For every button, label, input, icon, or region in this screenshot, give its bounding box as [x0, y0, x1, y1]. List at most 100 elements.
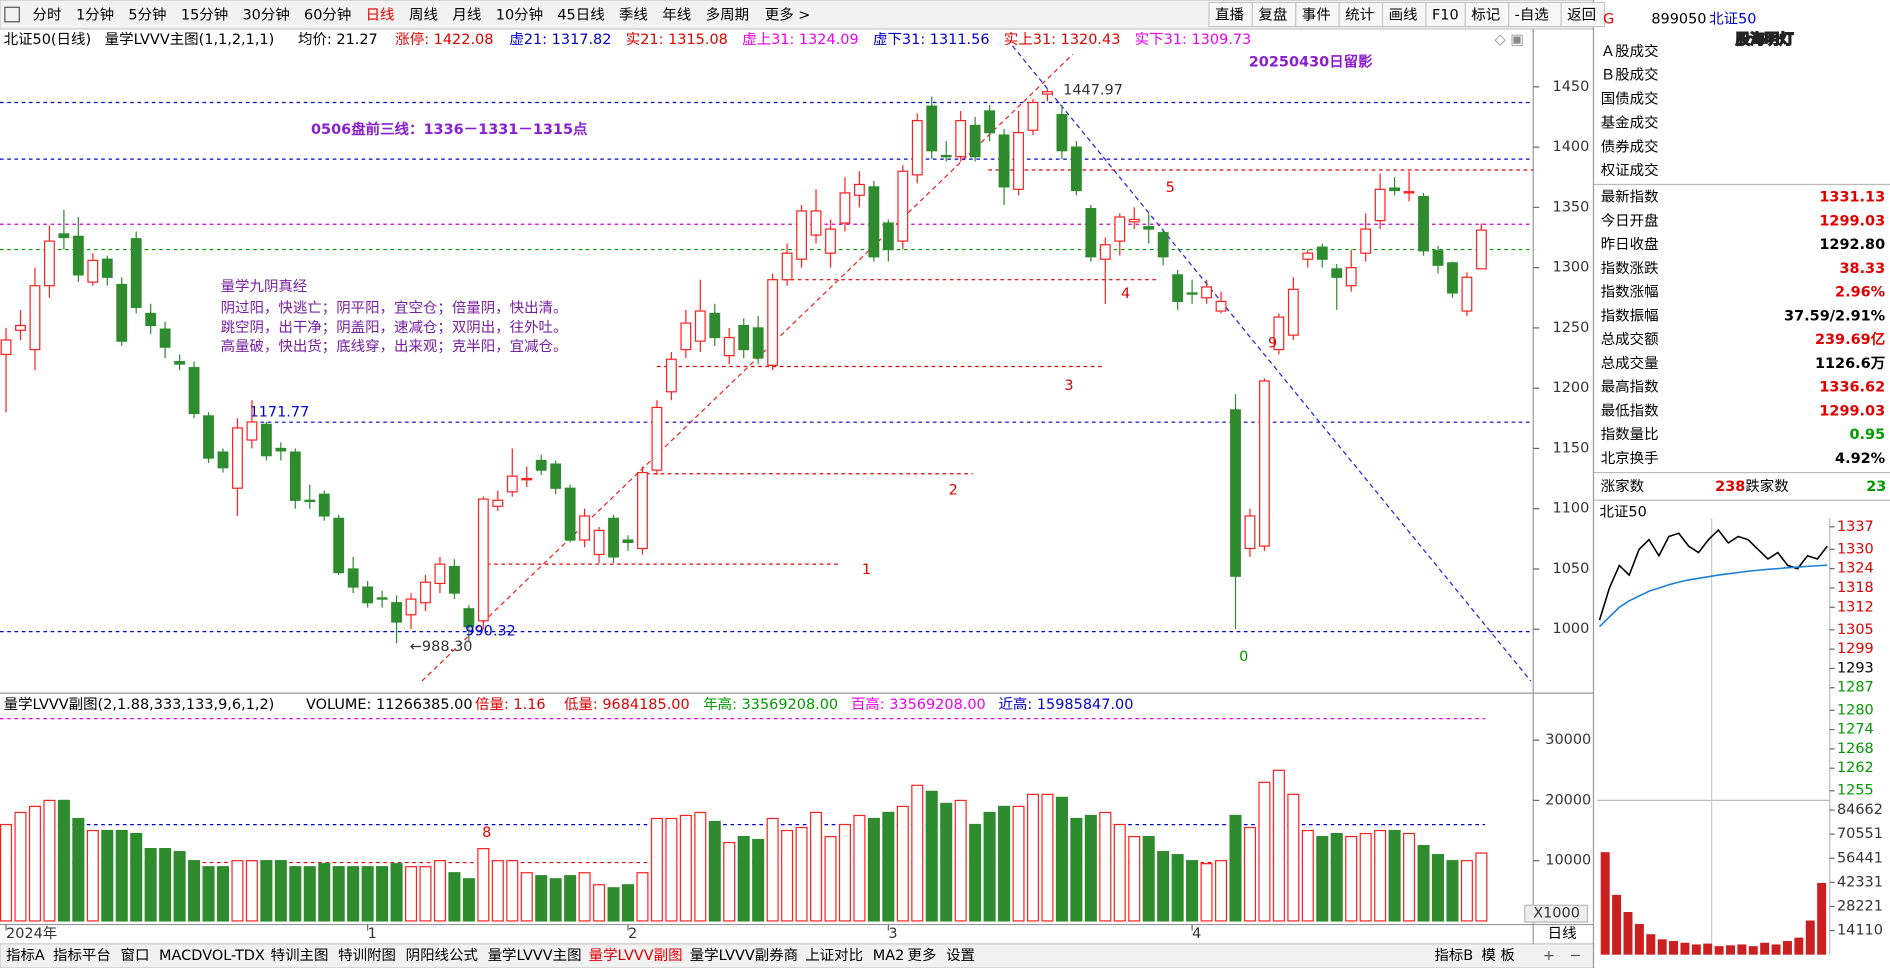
toolbar-button[interactable] [1560, 1, 1606, 28]
toolbar-item[interactable]: 5分钟 [128, 7, 166, 24]
tab[interactable]: VOL-TDX [202, 948, 265, 964]
volume-bar [1460, 860, 1473, 922]
quote-value: 239.69亿 [1815, 330, 1885, 348]
toolbar-button-label[interactable]: 直播 [1215, 7, 1244, 24]
toolbar-button[interactable] [1251, 1, 1297, 28]
toolbar-button[interactable] [1425, 1, 1466, 28]
toolbar-button-label[interactable]: F10 [1432, 8, 1459, 24]
toolbar-item[interactable]: 45日线 [557, 7, 604, 24]
toolbar-item[interactable]: 30分钟 [242, 7, 289, 24]
tab[interactable]: MA2 [873, 948, 905, 964]
candle-body [1143, 226, 1155, 230]
candle-body [101, 258, 113, 278]
intraday-volume-bar [1600, 852, 1610, 955]
intraday-volume-bar [1669, 941, 1679, 955]
quote-menu-item[interactable]: 国债成交 [1601, 90, 1659, 108]
toolbar-icon[interactable] [4, 6, 20, 23]
intraday-volume-bar [1634, 923, 1644, 955]
volume-bar [404, 866, 418, 922]
toolbar-button-label[interactable]: 复盘 [1258, 6, 1287, 24]
volume-bar [853, 814, 866, 922]
toolbar-button[interactable] [1295, 1, 1340, 28]
tab-bar [0, 943, 1595, 968]
candle-body [752, 327, 764, 359]
volume-bar [1055, 796, 1068, 922]
toolbar-button[interactable] [1381, 1, 1427, 28]
quote-menu-item[interactable]: 权证成交 [1601, 161, 1659, 179]
candle-body [709, 312, 721, 339]
toolbar-item[interactable]: 月线 [452, 7, 481, 24]
candle-body [145, 312, 157, 327]
y-tick-label: 1268 [1837, 741, 1874, 757]
quote-menu-item[interactable]: 债券成交 [1601, 137, 1659, 155]
tab[interactable]: 设置 [946, 947, 975, 964]
volume-bar [1128, 835, 1141, 922]
tab[interactable]: 窗口 [120, 946, 149, 964]
toolbar-item[interactable]: 10分钟 [496, 7, 543, 24]
volume-bar [144, 848, 157, 922]
watermark: 股海明灯 [1736, 30, 1794, 48]
y-tick-label: 1050 [1553, 561, 1590, 577]
tab[interactable]: 特训附图 [338, 947, 396, 964]
toolbar-item[interactable]: 年线 [662, 7, 691, 24]
tab[interactable]: 特训主图 [271, 947, 329, 964]
tab[interactable]: MACD [159, 948, 202, 964]
toolbar-item[interactable]: 日线 [366, 7, 395, 24]
candle-body [1042, 91, 1053, 95]
quote-menu-item[interactable]: 基金成交 [1601, 113, 1659, 131]
volume-bar [824, 835, 837, 922]
toolbar-item[interactable]: 分时 [33, 7, 62, 24]
tab[interactable]: 模 板 [1481, 946, 1515, 964]
tab[interactable]: 指标B [1434, 947, 1473, 964]
y-tick-label: 1312 [1837, 599, 1874, 615]
toolbar-button-label[interactable]: 事件 [1302, 7, 1331, 24]
volume-bar [708, 820, 721, 922]
tab[interactable]: 量学LVVV主图 [488, 947, 582, 964]
tab[interactable]: 量学LVVV副图 [589, 947, 683, 964]
quote-label: 最高指数 [1601, 379, 1659, 396]
tab[interactable]: 指标A [6, 947, 45, 964]
quote-menu-item[interactable]: Ａ股成交 [1601, 42, 1659, 60]
toolbar-item[interactable]: 更多 > [765, 7, 811, 24]
volume-bar [1099, 811, 1112, 922]
toolbar-item[interactable]: 1分钟 [76, 7, 114, 24]
tab[interactable]: 上证对比 [805, 947, 863, 964]
intraday-volume-bar [1680, 942, 1690, 955]
tab[interactable]: 阴阳线公式 [406, 947, 478, 964]
toolbar-item[interactable]: 周线 [409, 7, 438, 24]
toolbar-button-label[interactable]: 标记 [1471, 7, 1500, 24]
toolbar-item[interactable]: 多周期 [706, 7, 749, 24]
toolbar-item[interactable]: 60分钟 [304, 7, 351, 24]
breadth-label: 涨家数 [1601, 478, 1645, 495]
price-label: 990.32 [465, 623, 516, 639]
quote-flag: G [1603, 11, 1614, 27]
toolbar-button[interactable] [1464, 1, 1510, 28]
zoom-buttons[interactable]: + − [1543, 948, 1582, 964]
tab[interactable]: 量学LVVV副券商 [690, 947, 798, 964]
volume-bar [1446, 860, 1459, 922]
toolbar-item[interactable]: 季线 [619, 7, 648, 24]
candle-body [174, 361, 186, 365]
toolbar-button-label[interactable]: 画线 [1389, 7, 1418, 24]
volume-bar [376, 866, 389, 922]
candle-body [1230, 409, 1241, 577]
toolbar-button[interactable] [1208, 1, 1253, 28]
toolbar-button-label[interactable]: 统计 [1345, 7, 1374, 24]
pane-header: 虚下31: 1311.56 [873, 31, 990, 48]
toolbar-button-label[interactable]: -自选 [1515, 7, 1549, 24]
candle-body [926, 105, 938, 152]
volume-bar [57, 799, 70, 922]
quote-menu-item[interactable]: Ｂ股成交 [1601, 66, 1659, 84]
volume-bar [361, 866, 374, 922]
volume-bar [260, 860, 273, 922]
candle-body [391, 602, 402, 623]
tab[interactable]: 指标平台 [53, 947, 111, 964]
tab[interactable]: 更多 [908, 947, 937, 964]
toolbar-item[interactable]: 15分钟 [181, 7, 228, 24]
candle-body [1287, 288, 1299, 336]
pane-icons[interactable]: ◇ ▣ [1495, 32, 1524, 48]
intraday-volume-bar [1623, 911, 1633, 955]
toolbar-button-label[interactable]: 返回 [1567, 7, 1596, 24]
intraday-volume-bar [1657, 939, 1667, 955]
candle-body [1172, 274, 1184, 302]
